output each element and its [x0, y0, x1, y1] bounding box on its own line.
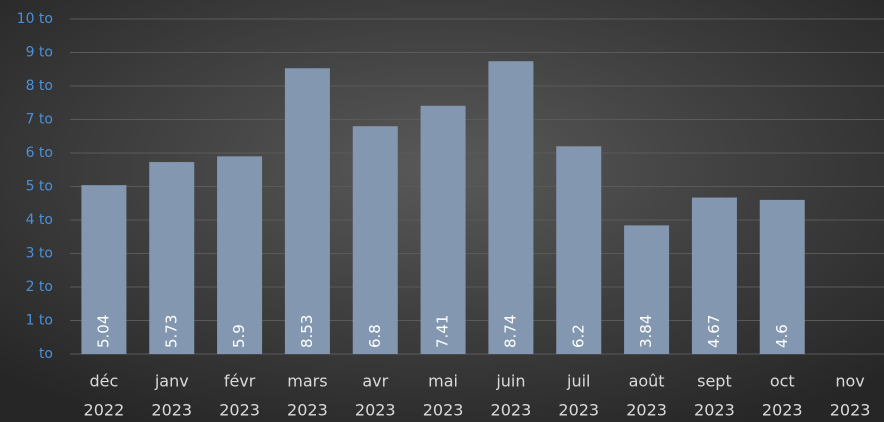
bar [488, 61, 534, 355]
bar [217, 156, 263, 354]
x-tick-label: 2023 [626, 401, 667, 420]
bar [149, 162, 195, 354]
bar [624, 225, 670, 354]
bar [284, 68, 330, 355]
value-label: 4.67 [705, 315, 723, 348]
value-label: 6.2 [569, 324, 587, 348]
value-label: 8.53 [298, 315, 316, 348]
x-tick-label: avr [362, 372, 388, 391]
x-tick-label: 2022 [84, 401, 125, 420]
y-tick-label: 8 to [26, 78, 53, 94]
x-tick-label: 2023 [355, 401, 396, 420]
bar [352, 126, 398, 354]
bar [759, 199, 805, 354]
value-label: 3.84 [637, 315, 655, 348]
value-label: 8.74 [501, 315, 519, 348]
value-label: 5.9 [230, 324, 248, 348]
x-tick-label: janv [154, 372, 189, 391]
x-tick-label: 2023 [151, 401, 192, 420]
value-label: 7.41 [434, 315, 452, 348]
x-tick-label: mars [287, 372, 327, 391]
x-tick-label: juil [566, 372, 590, 391]
bar [556, 146, 602, 354]
bar [420, 105, 466, 354]
value-label: 5.04 [94, 315, 112, 348]
y-tick-label: 9 to [26, 45, 53, 61]
x-tick-label: déc [90, 372, 119, 391]
y-tick-label: 2 to [26, 279, 53, 295]
value-label: 4.6 [773, 324, 791, 348]
x-tick-label: 2023 [762, 401, 803, 420]
y-tick-label: 6 to [26, 145, 53, 161]
x-tick-label: févr [224, 372, 256, 391]
x-tick-label: sept [697, 372, 732, 391]
x-tick-label: 2023 [491, 401, 532, 420]
bar [691, 197, 737, 354]
bar [81, 185, 127, 354]
x-tick-label: 2023 [558, 401, 599, 420]
y-tick-label: 7 to [26, 112, 53, 128]
x-tick-label: 2023 [287, 401, 328, 420]
x-tick-label: 2023 [423, 401, 464, 420]
y-tick-label: to [39, 346, 53, 362]
y-tick-label: 3 to [26, 246, 53, 262]
value-label: 5.73 [162, 315, 180, 348]
x-tick-label: juin [495, 372, 525, 391]
x-tick-label: 2023 [694, 401, 735, 420]
x-tick-label: 2023 [830, 401, 871, 420]
x-tick-label: 2023 [219, 401, 260, 420]
x-tick-label: oct [770, 372, 795, 391]
x-tick-label: août [629, 372, 665, 391]
x-tick-label: mai [428, 372, 458, 391]
y-tick-label: 10 to [17, 11, 53, 27]
value-label: 6.8 [366, 324, 384, 348]
y-tick-label: 5 to [26, 179, 53, 195]
y-tick-label: 4 to [26, 212, 53, 228]
x-tick-label: nov [835, 372, 864, 391]
y-tick-label: 1 to [26, 313, 53, 329]
